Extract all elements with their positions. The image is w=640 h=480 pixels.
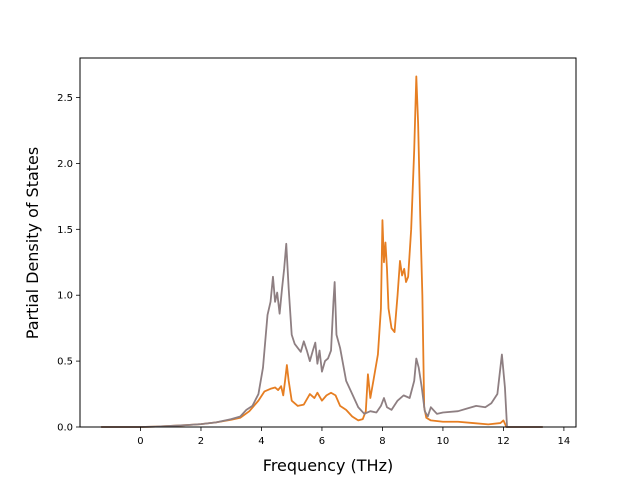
x-tick-label: 6 <box>319 436 325 447</box>
y-axis-label: Partial Density of States <box>23 147 42 339</box>
series-line-0 <box>101 75 543 428</box>
x-tick-label: 14 <box>558 436 571 447</box>
y-tick-label: 0.5 <box>57 357 73 368</box>
y-tick-label: 1.0 <box>57 291 73 302</box>
x-tick-label: 12 <box>497 436 510 447</box>
plot-frame <box>79 57 577 428</box>
x-tick-label: 2 <box>198 436 204 447</box>
y-tick-label: 0.0 <box>57 423 73 434</box>
y-tick-label: 2.0 <box>57 159 73 170</box>
x-tick-label: 4 <box>258 436 264 447</box>
x-axis-label: Frequency (THz) <box>263 456 393 475</box>
y-tick-label: 2.5 <box>57 93 73 104</box>
series-line-1 <box>101 242 543 428</box>
plot-lines <box>101 75 543 428</box>
x-tick-label: 0 <box>137 436 143 447</box>
x-tick-label: 10 <box>437 436 450 447</box>
y-axis-ticks: 0.0 0.5 1.0 1.5 2.0 2.5 <box>57 93 80 434</box>
x-axis-ticks: 0 2 4 6 8 10 12 14 <box>137 427 570 447</box>
y-tick-label: 1.5 <box>57 225 73 236</box>
x-tick-label: 8 <box>379 436 385 447</box>
